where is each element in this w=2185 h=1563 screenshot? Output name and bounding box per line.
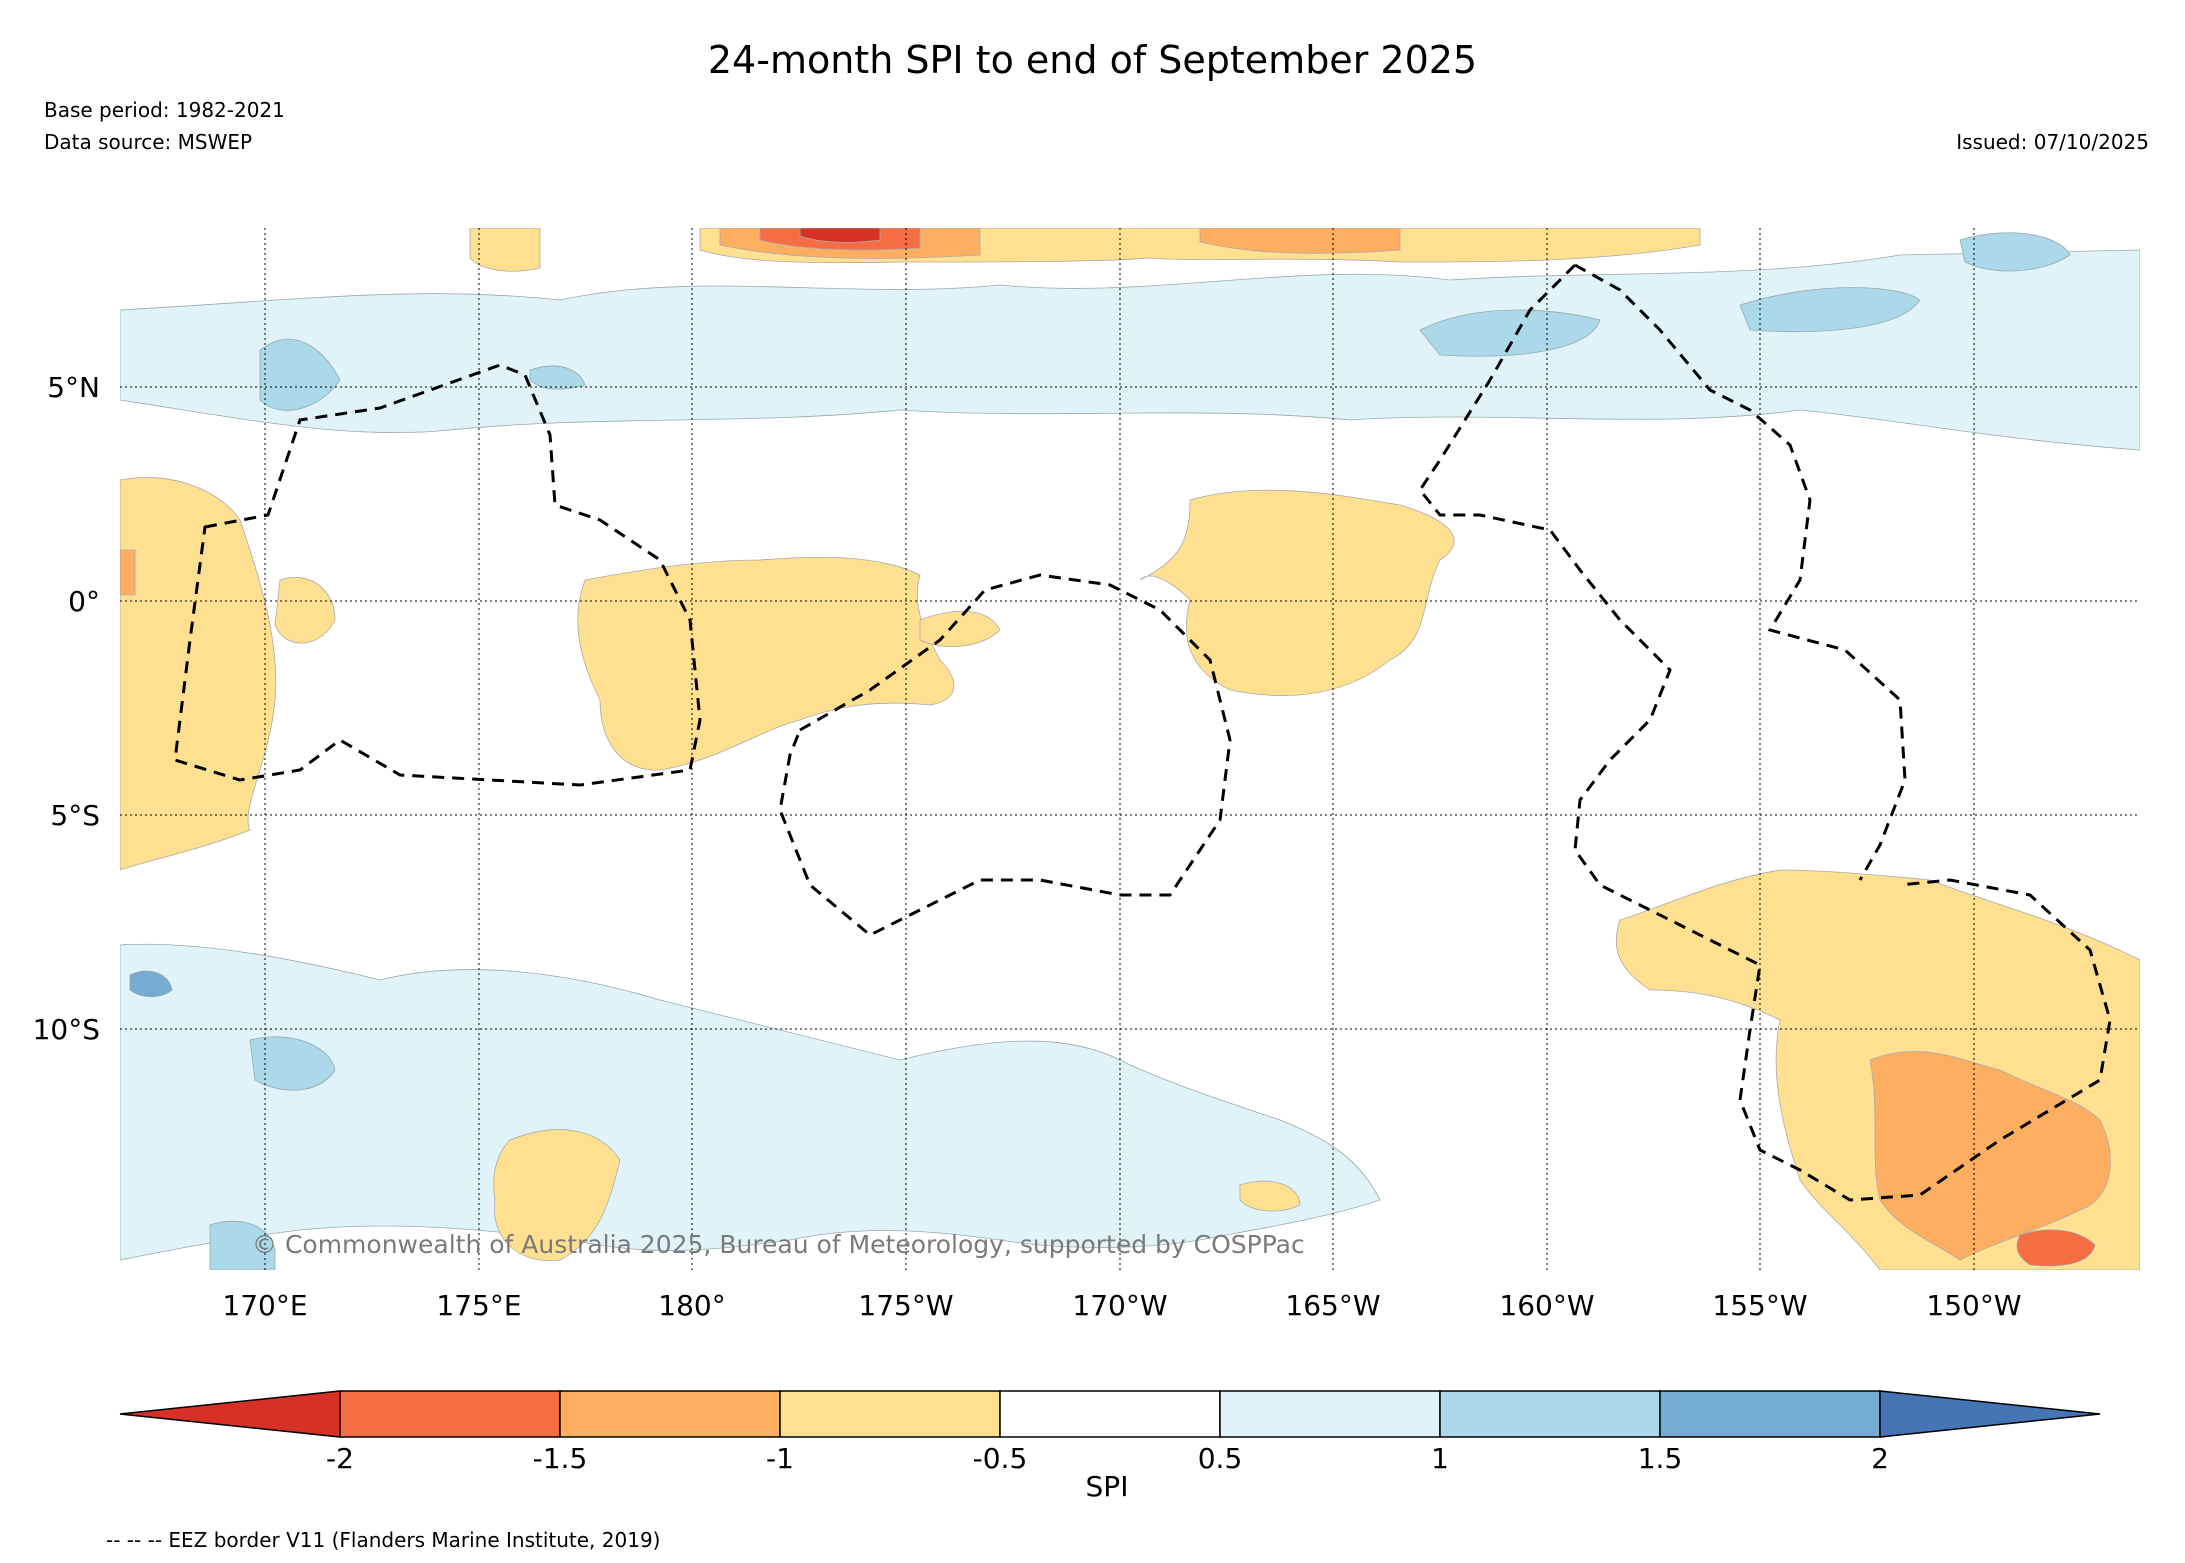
- spi-region-dry-north: [1199, 228, 1401, 254]
- lon-label: 180°: [658, 1289, 725, 1322]
- colorbar-extend-high: [1879, 1390, 2101, 1438]
- lon-label: 175°E: [436, 1289, 521, 1322]
- graticule: [120, 228, 2140, 1270]
- spi-region-dry-west: [120, 477, 277, 871]
- colorbar-label: SPI: [1085, 1470, 1129, 1503]
- lon-label: 150°W: [1926, 1289, 2021, 1322]
- eez-border-phoenix-islands: [778, 573, 1232, 937]
- spi-region-wet-patch: [529, 365, 586, 390]
- spi-region-dry-west: [120, 549, 136, 596]
- issued-date: Issued: 07/10/2025: [1956, 130, 2149, 154]
- lon-label: 170°W: [1072, 1289, 1167, 1322]
- colorbar-tick: 2: [1871, 1442, 1889, 1475]
- lat-label: 0°: [68, 585, 100, 618]
- spi-region-wet-patch: [249, 1036, 336, 1091]
- lat-labels: 5°N 0° 5°S 10°S: [33, 371, 100, 1046]
- colorbar-extend-low: [119, 1390, 341, 1438]
- lat-label: 5°S: [50, 799, 100, 832]
- colorbar-tick: 1.5: [1638, 1442, 1683, 1475]
- colorbar-segment: [1659, 1390, 1881, 1438]
- spi-region-dry-patch: [493, 1129, 621, 1262]
- spi-region-dry-southeast: [2016, 1229, 2096, 1267]
- eez-border-line-islands: [1574, 263, 1907, 881]
- colorbar-segment: [559, 1390, 781, 1438]
- colorbar-segment: [1219, 1390, 1441, 1438]
- lat-label: 10°S: [33, 1013, 100, 1046]
- colorbar-tick: -0.5: [973, 1442, 1028, 1475]
- lat-label: 5°N: [47, 371, 100, 404]
- colorbar-tick: 1: [1431, 1442, 1449, 1475]
- spi-region-wet-patch: [1959, 232, 2071, 272]
- spi-region-wet-patch: [129, 970, 173, 998]
- eez-borders: [173, 263, 2112, 1202]
- spi-region-dry-southeast: [1869, 1051, 2111, 1261]
- spi-region-dry-north: [469, 228, 541, 272]
- copyright-watermark: © Commonwealth of Australia 2025, Bureau…: [252, 1230, 1305, 1259]
- colorbar: [119, 1390, 2101, 1438]
- lon-labels: 170°E 175°E 180° 175°W 170°W 165°W 160°W…: [222, 1289, 2021, 1322]
- spi-region-dry-north: [799, 228, 881, 243]
- colorbar-tick: -1: [766, 1442, 794, 1475]
- eez-border-kiribati-gilberts: [173, 363, 702, 787]
- lon-label: 170°E: [222, 1289, 307, 1322]
- lon-label: 160°W: [1499, 1289, 1594, 1322]
- colorbar-ticks: -2 -1.5 -1 -0.5 0.5 1 1.5 2: [326, 1442, 1889, 1475]
- colorbar-segment: [999, 1390, 1221, 1438]
- spi-region-wet-patch: [1739, 287, 1921, 333]
- eez-border-line-islands-west: [1418, 263, 2112, 1202]
- spi-region-wet-band-north: [120, 249, 2140, 451]
- colorbar-segment: [339, 1390, 561, 1438]
- lon-label: 165°W: [1285, 1289, 1380, 1322]
- spi-region-wet-patch: [259, 338, 341, 411]
- colorbar-tick: -1.5: [533, 1442, 588, 1475]
- spi-region-dry-patch: [1239, 1180, 1301, 1212]
- eez-legend-note: -- -- -- EEZ border V11 (Flanders Marine…: [106, 1528, 661, 1552]
- colorbar-tick: 0.5: [1198, 1442, 1243, 1475]
- lon-label: 175°W: [858, 1289, 953, 1322]
- colorbar-tick: -2: [326, 1442, 354, 1475]
- spi-region-dry-central: [577, 556, 955, 771]
- spi-map: [120, 228, 2140, 1270]
- colorbar-segment: [779, 1390, 1001, 1438]
- data-source: Data source: MSWEP: [44, 130, 253, 154]
- spi-region-wet-patch: [1419, 309, 1601, 357]
- lon-label: 155°W: [1712, 1289, 1807, 1322]
- map-title: 24-month SPI to end of September 2025: [707, 38, 1478, 82]
- colorbar-segment: [1439, 1390, 1661, 1438]
- spi-region-dry-central: [1139, 489, 1455, 696]
- spi-region-dry-patch: [274, 577, 336, 644]
- spi-region-wet-patch: [209, 1220, 276, 1270]
- base-period: Base period: 1982-2021: [44, 98, 285, 122]
